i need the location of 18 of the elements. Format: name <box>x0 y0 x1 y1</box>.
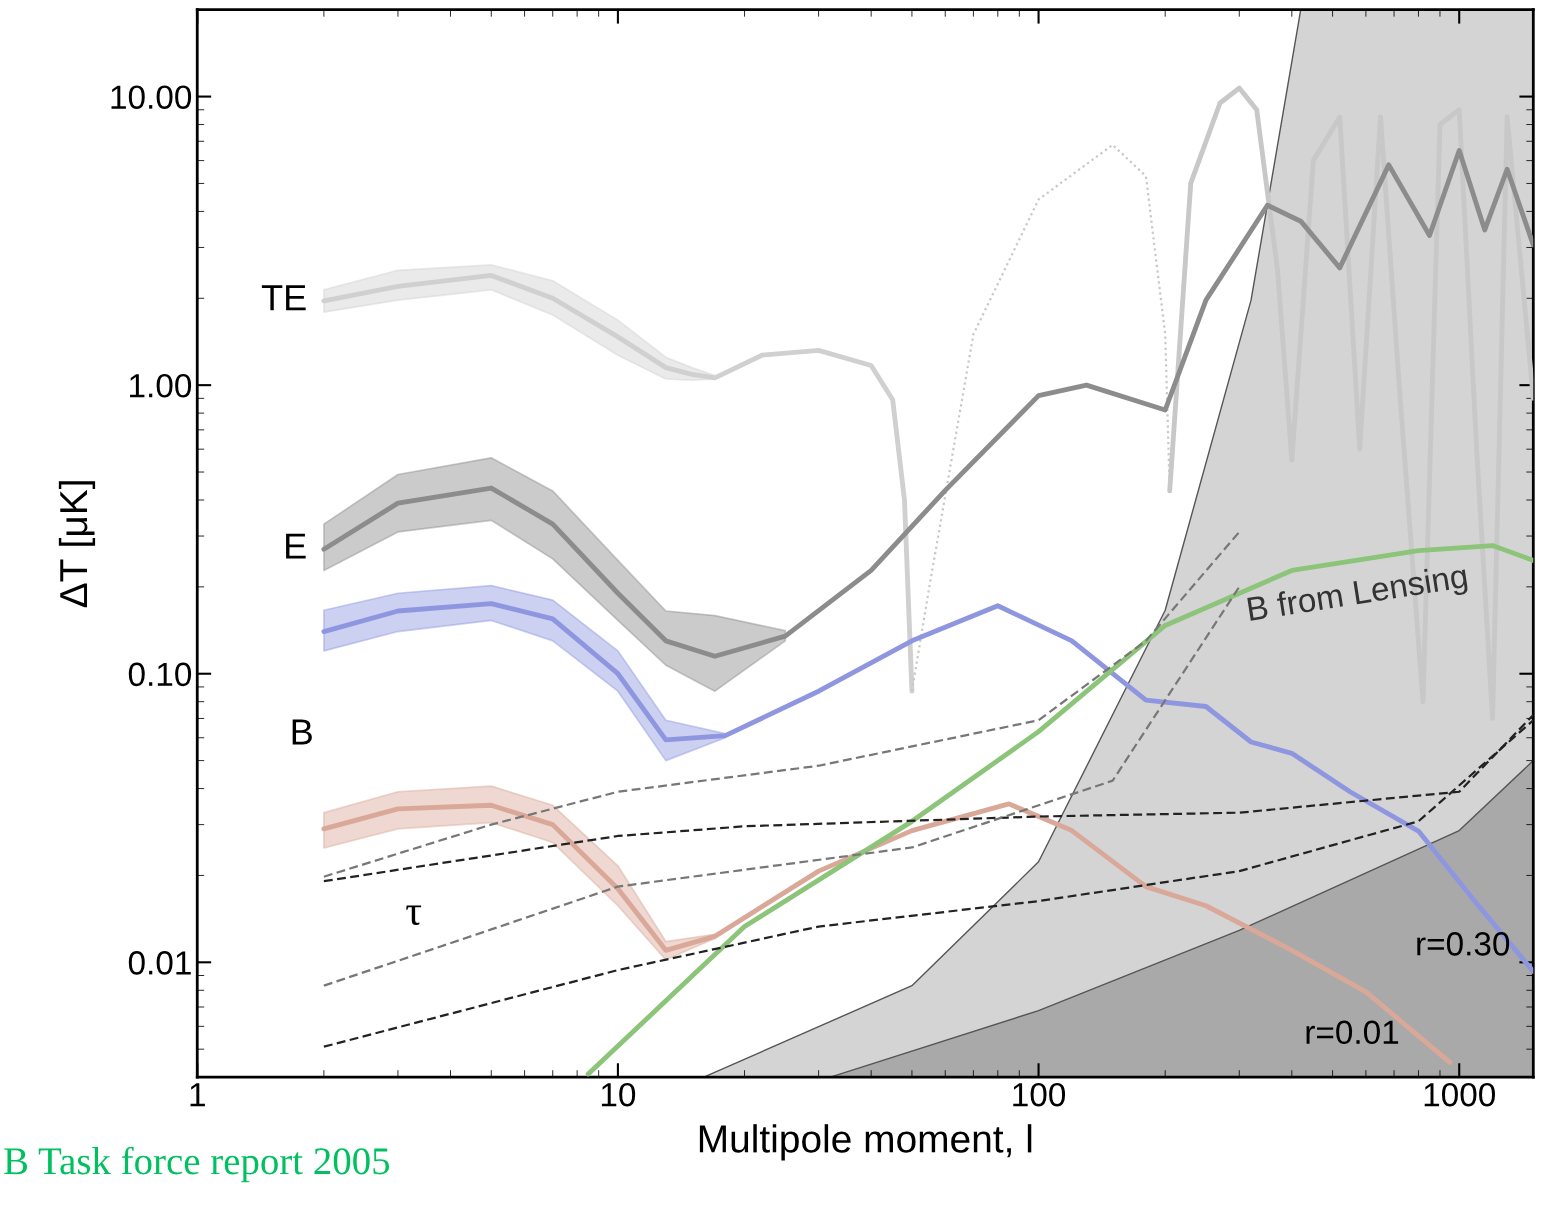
annotation: r=0.30 <box>1417 932 1510 956</box>
annotation: E <box>286 533 306 559</box>
x-tick-label: 10 <box>601 1082 636 1107</box>
annotation: r=0.01 <box>1306 1020 1399 1045</box>
y-tick-label: 1.00 <box>130 373 192 398</box>
x-tick-label: 1000 <box>1424 1082 1495 1107</box>
x-axis-title: Multipole moment, l <box>699 1124 1032 1161</box>
annotation: B <box>292 719 312 745</box>
x-tick-label: 1 <box>190 1083 205 1107</box>
text: B Task force report 2005 <box>4 1146 390 1183</box>
y-tick-label: 10.00 <box>111 85 192 109</box>
x-tick-label: 100 <box>1013 1082 1066 1107</box>
y-tick-label: 0.01 <box>128 951 191 975</box>
text: B from Lensing <box>1247 563 1469 628</box>
y-tick-label: 0.10 <box>128 662 192 687</box>
annotation: τ <box>406 905 422 926</box>
annotation: TE <box>261 285 306 311</box>
y-axis-title: ΔT [μK] <box>58 481 96 608</box>
